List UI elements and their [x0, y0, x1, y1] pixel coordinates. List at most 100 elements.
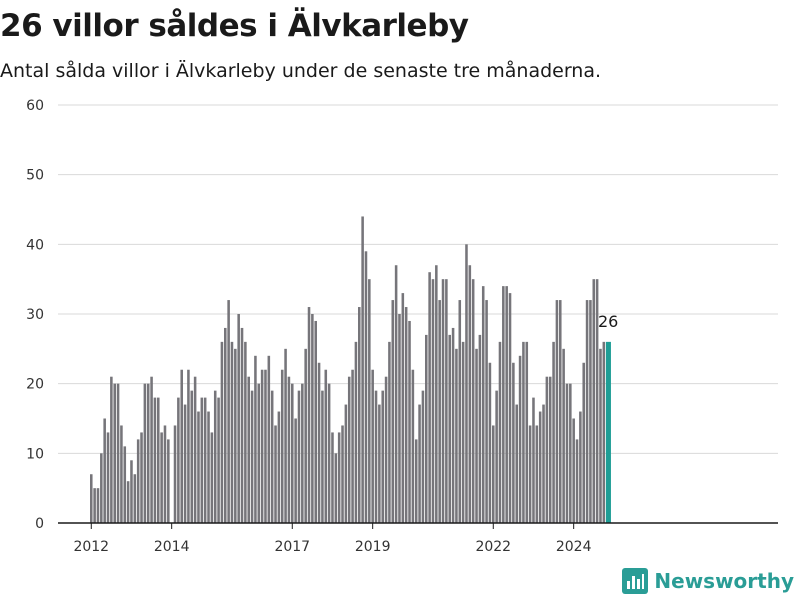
bar [505, 286, 508, 523]
bar [116, 383, 120, 523]
bar [146, 383, 150, 523]
bar [224, 327, 227, 523]
bar [448, 334, 451, 523]
bar [528, 425, 532, 523]
bar [90, 474, 93, 523]
bar [478, 334, 482, 523]
bar [140, 432, 143, 523]
bar [347, 376, 351, 523]
bar [515, 404, 518, 523]
bar [358, 307, 361, 523]
brand: Newsworthy [622, 568, 794, 594]
annotations: 26 [598, 312, 618, 331]
bar [267, 355, 271, 523]
bar [381, 390, 384, 523]
bar [157, 397, 160, 523]
bar [103, 418, 106, 523]
bar [324, 369, 328, 523]
bar [555, 300, 559, 523]
bar [602, 341, 606, 523]
bar [96, 488, 100, 523]
bar [492, 425, 495, 523]
bar [538, 411, 542, 523]
highlight-value-label: 26 [598, 312, 618, 331]
bar [110, 376, 113, 523]
bar [569, 383, 572, 523]
y-tick-label: 20 [26, 377, 44, 393]
bar [438, 300, 441, 523]
bar [247, 376, 250, 523]
bar [458, 300, 462, 523]
x-tick-label: 2014 [154, 539, 190, 555]
bar [361, 216, 364, 523]
bar [354, 341, 358, 523]
bar [364, 251, 368, 524]
bar [167, 439, 170, 523]
bar [327, 383, 331, 523]
bar [394, 265, 398, 523]
bar [408, 320, 411, 523]
bar [585, 300, 589, 523]
bar [441, 279, 445, 523]
gridlines [58, 104, 778, 454]
bar [391, 300, 395, 523]
x-tick-label: 2019 [355, 539, 391, 555]
bar [187, 369, 190, 523]
bar [535, 425, 539, 523]
bar [404, 307, 408, 523]
bar [207, 411, 210, 523]
bar [227, 300, 230, 523]
bar [190, 390, 194, 523]
bar [284, 348, 287, 523]
bar [461, 341, 465, 523]
bar [595, 279, 599, 523]
bar [344, 404, 348, 523]
bar [277, 411, 281, 523]
bar [428, 272, 431, 523]
bars [90, 216, 611, 524]
brand-name: Newsworthy [654, 569, 794, 593]
bar [203, 397, 207, 523]
bar [220, 341, 224, 523]
bar [371, 369, 374, 523]
bar [414, 439, 418, 523]
y-tick-label: 10 [26, 446, 44, 462]
bar [368, 279, 371, 523]
bar [150, 376, 153, 523]
bar [435, 265, 438, 523]
bar [502, 286, 505, 523]
bar [565, 383, 569, 523]
bar [297, 390, 301, 523]
bar [411, 369, 415, 523]
bar [599, 348, 602, 523]
bar [133, 474, 137, 523]
bar [230, 341, 234, 523]
newsworthy-logo-icon [622, 568, 649, 594]
bar [304, 348, 307, 523]
bar [317, 362, 321, 523]
x-tick-label: 2024 [556, 539, 592, 555]
bar [193, 376, 197, 523]
bar [301, 383, 304, 523]
bar [421, 390, 425, 523]
bar [418, 404, 421, 523]
bar [217, 397, 220, 523]
bar [100, 453, 103, 523]
bar [177, 397, 180, 523]
bar [388, 341, 391, 523]
bar [331, 432, 334, 523]
bar [143, 383, 147, 523]
bar [274, 425, 277, 523]
chart-subtitle: Antal sålda villor i Älvkarleby under de… [0, 60, 602, 82]
bar [291, 383, 294, 523]
bar [257, 383, 261, 523]
bar [341, 425, 344, 523]
bar [321, 390, 324, 523]
bar [468, 265, 472, 523]
bar [351, 369, 354, 523]
bar [254, 355, 257, 523]
bar [548, 376, 552, 523]
bar [488, 362, 492, 523]
bar [559, 300, 562, 523]
